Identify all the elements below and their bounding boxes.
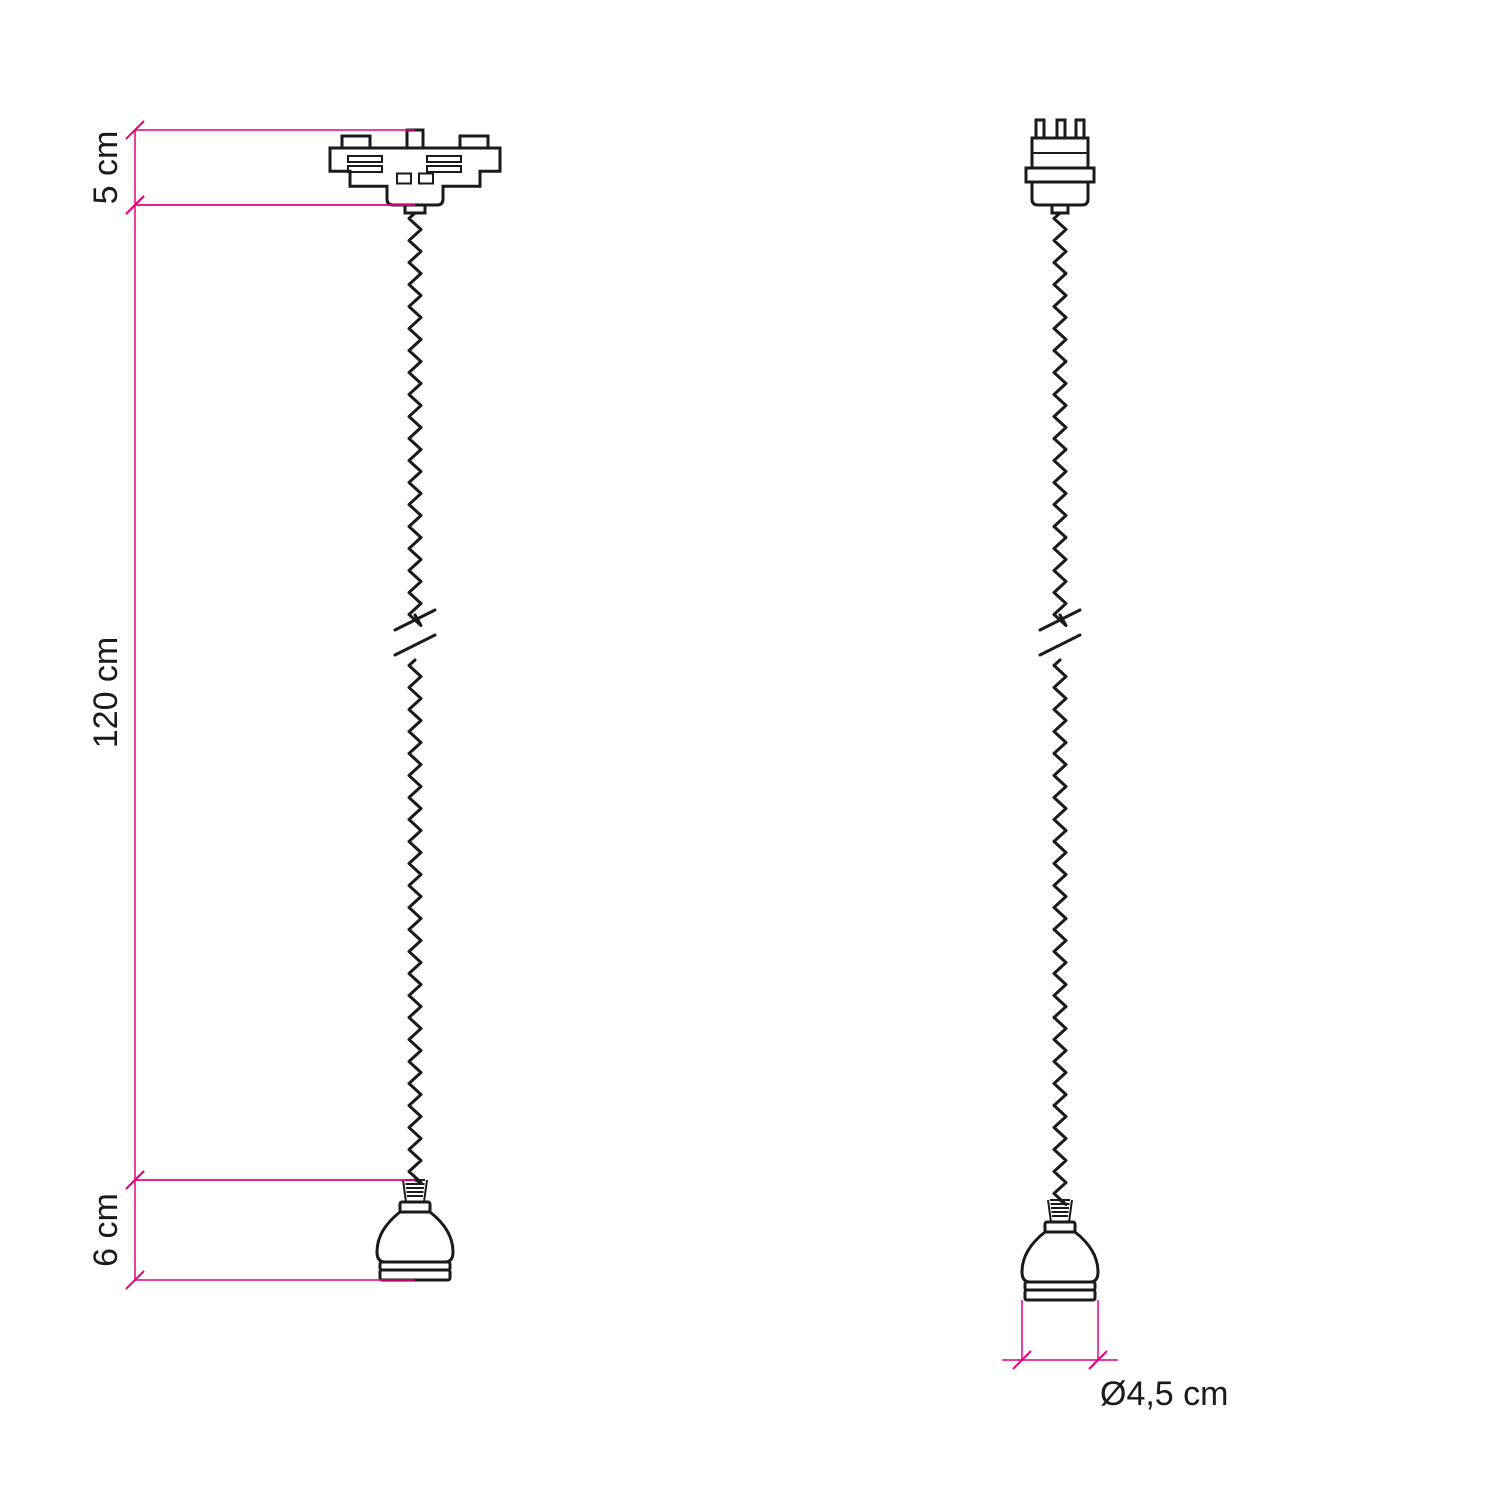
track-adapter-front (330, 130, 500, 213)
track-adapter-side (1026, 120, 1094, 213)
dimension-vertical: 6 cm (87, 1171, 415, 1289)
dimension-vertical: 120 cm (87, 196, 415, 1189)
dimension-label: 5 cm (87, 131, 125, 205)
front-view (330, 130, 500, 1280)
dimension-label: 120 cm (87, 637, 125, 749)
dimension-horizontal: Ø4,5 cm (1002, 1300, 1228, 1413)
lamp-socket (1022, 1200, 1098, 1300)
dimension-label: Ø4,5 cm (1100, 1375, 1228, 1413)
side-view (1022, 120, 1098, 1300)
dimension-label: 6 cm (87, 1193, 125, 1267)
lamp-socket (377, 1180, 453, 1280)
